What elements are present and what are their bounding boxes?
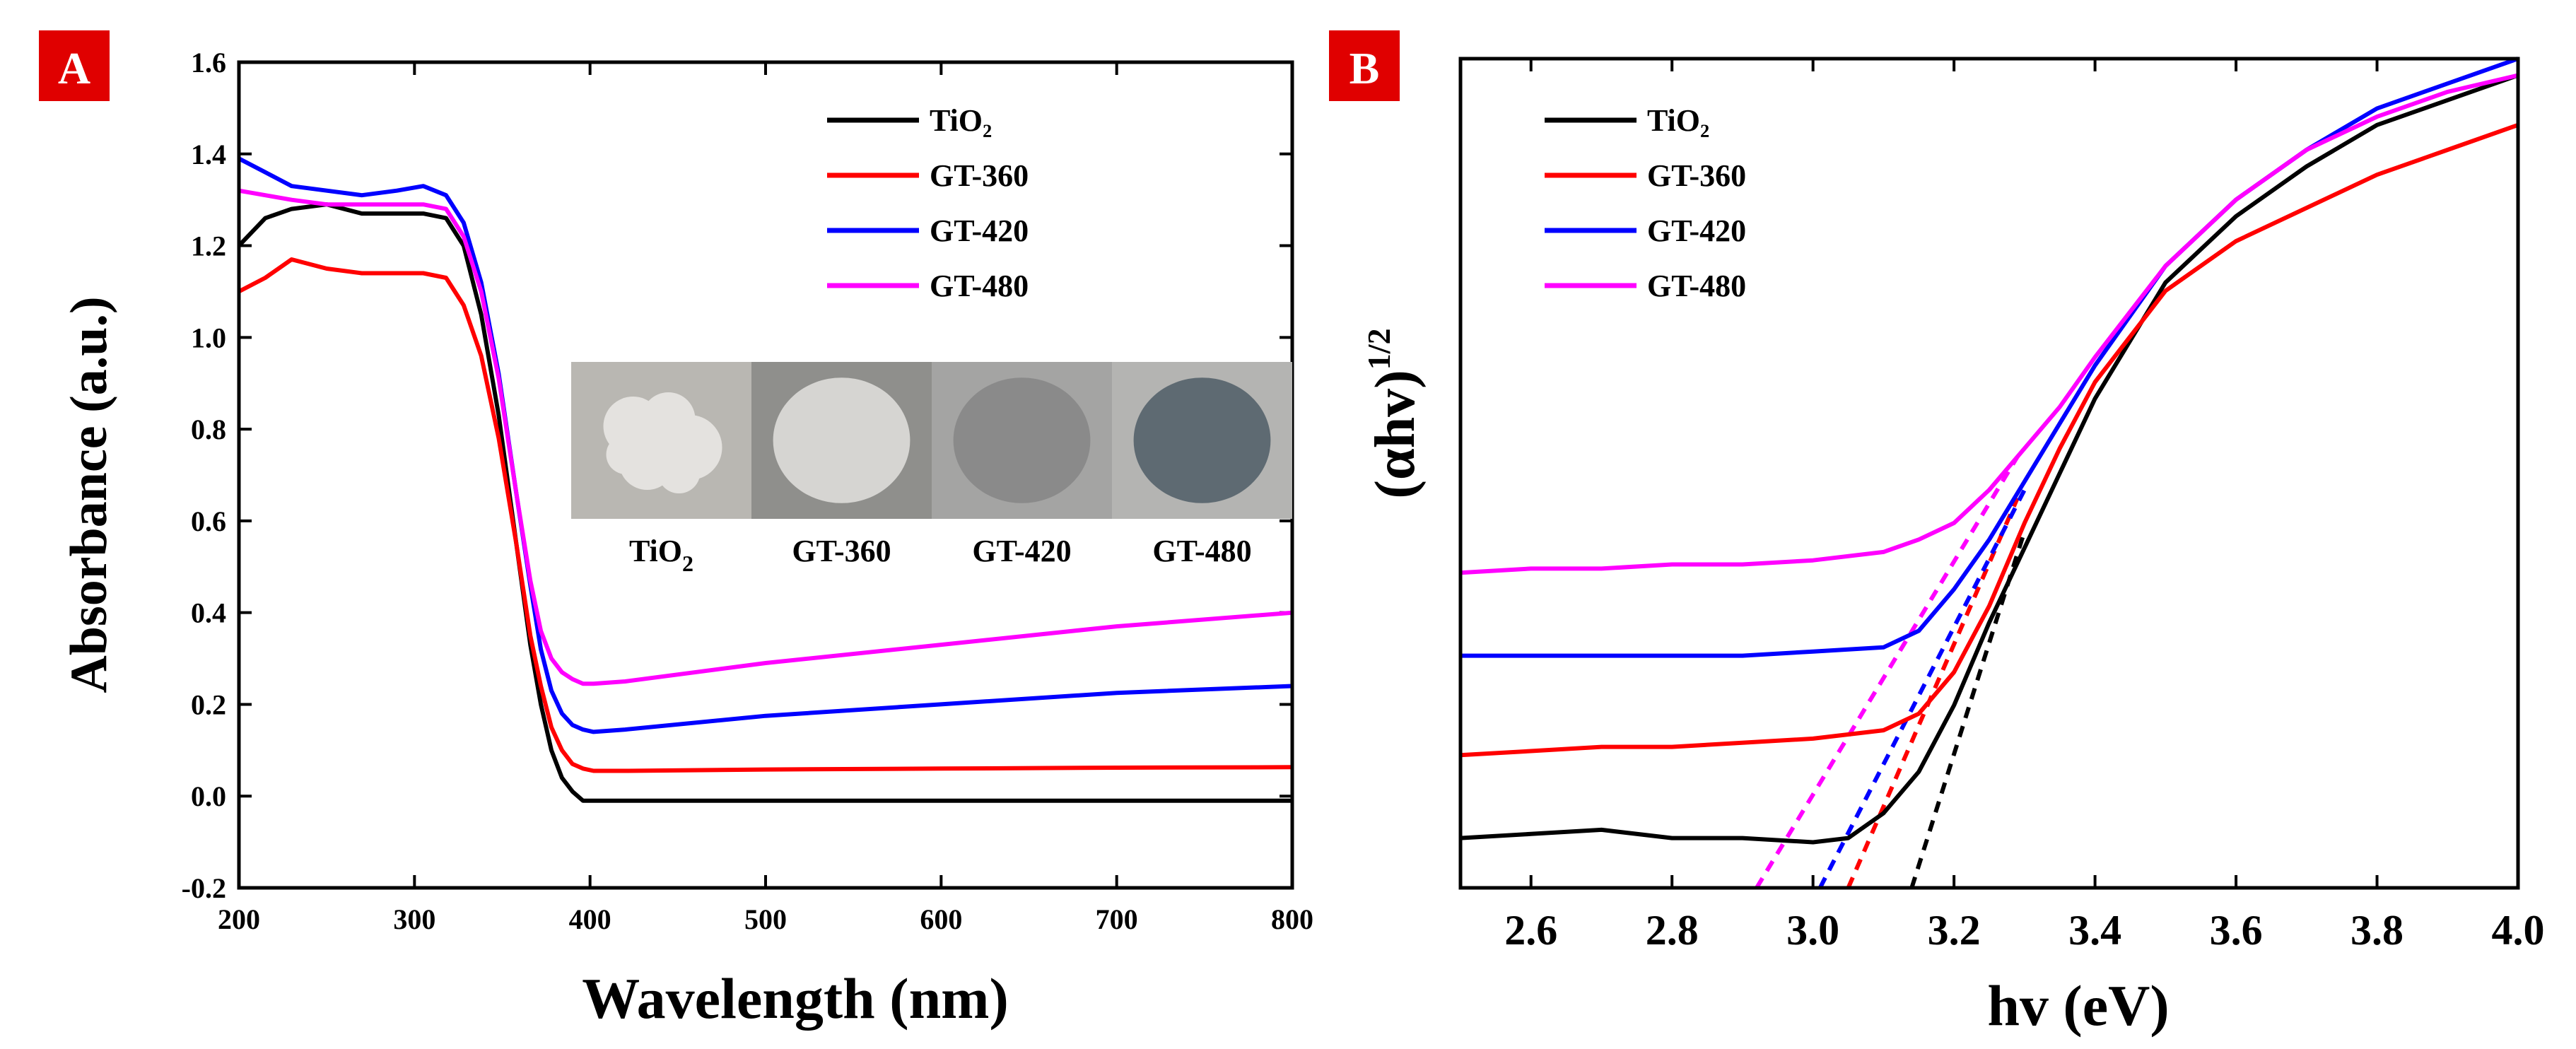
panel-b-label-box xyxy=(1329,30,1400,101)
panel-a-label-box xyxy=(39,30,110,101)
y-tick-label-a: -0.2 xyxy=(182,872,226,904)
x-tick-label-a: 200 xyxy=(218,903,260,935)
inset-sample-label: GT-360 xyxy=(792,534,891,568)
y-tick-label-a: 0.4 xyxy=(191,597,226,629)
y-tick-label-a: 1.6 xyxy=(191,47,226,78)
legend-a: TiO₂ GT-360 GT-420 GT-480 xyxy=(827,103,1029,303)
x-tick-label-b: 2.6 xyxy=(1504,907,1557,954)
legend-label-tio2: TiO₂ xyxy=(1647,103,1709,138)
y-tick-label-a: 0.6 xyxy=(191,505,226,537)
legend-label-gt-480: GT-480 xyxy=(930,269,1029,303)
y-tick-label-a: 0.0 xyxy=(191,780,226,812)
x-tick-label-a: 600 xyxy=(920,903,962,935)
inset-sample-name: TiO xyxy=(629,534,682,568)
inset-sample-name: GT-480 xyxy=(1152,534,1251,568)
legend-label-tio2: TiO₂ xyxy=(930,103,992,138)
x-tick-label-b: 2.8 xyxy=(1646,907,1699,954)
inset-sample-name: GT-420 xyxy=(972,534,1071,568)
panel-a-label: A xyxy=(58,43,90,93)
inset-sample-label: GT-420 xyxy=(972,534,1071,568)
x-tick-label-a: 800 xyxy=(1271,903,1313,935)
y-tick-label-a: 0.8 xyxy=(191,414,226,445)
powder-sample xyxy=(773,377,911,503)
powder-sample xyxy=(606,435,646,474)
x-tick-label-b: 3.6 xyxy=(2210,907,2263,954)
inset-photos: TiO2 GT-360 GT-420 GT-480 xyxy=(571,362,1292,576)
x-tick-label-b: 3.8 xyxy=(2350,907,2404,954)
tauc-fit-gt-420 xyxy=(1817,488,2027,889)
panel-a: A 200 300 400 500 600 700 800 -0.2 0.0 0.2 0.4 0.6 0… xyxy=(39,30,1313,1031)
legend-label-gt-360: GT-360 xyxy=(930,158,1029,193)
tauc-fit-gt-480 xyxy=(1755,455,2020,889)
panel-b-label: B xyxy=(1350,43,1380,93)
series-line-gt-360 xyxy=(1460,122,2519,758)
legend-label-gt-420: GT-420 xyxy=(1647,213,1746,248)
panel-b: B 2.6 2.8 3.0 3.2 3.4 3.6 3.8 4.0 TiO₂ GT-360 GT-… xyxy=(1329,30,2545,1038)
plot-area-b: 2.6 2.8 3.0 3.2 3.4 3.6 3.8 4.0 xyxy=(1458,57,2545,954)
y-tick-label-a: 1.0 xyxy=(191,322,226,353)
series-line-gt-480 xyxy=(1460,73,2519,575)
series-line-gt-480 xyxy=(238,188,1293,686)
x-tick-label-a: 400 xyxy=(569,903,611,935)
powder-sample xyxy=(1133,377,1271,503)
x-axis-title-b: hv (eV) xyxy=(1987,973,2169,1038)
legend-label-gt-420: GT-420 xyxy=(930,213,1029,248)
x-tick-label-b: 4.0 xyxy=(2492,907,2545,954)
inset-sample-subscript: 2 xyxy=(682,551,693,576)
y-axis-title-b: (αhv)1/2 xyxy=(1361,328,1427,498)
series-line-tio2 xyxy=(1460,73,2519,845)
x-axis-title-a: Wavelength (nm) xyxy=(582,966,1009,1031)
y-tick-label-a: 1.4 xyxy=(191,139,226,170)
tauc-fit-tio2 xyxy=(1909,530,2027,889)
y-tick-label-a: 0.2 xyxy=(191,688,226,720)
y-axis-title-b-group: (αhv)1/2 xyxy=(1361,328,1427,498)
x-tick-label-a: 300 xyxy=(393,903,435,935)
inset-sample-label: TiO2 xyxy=(629,534,693,576)
legend-label-gt-480: GT-480 xyxy=(1647,269,1746,303)
y-axis-title-b-sup: 1/2 xyxy=(1361,328,1397,370)
x-tick-label-a: 500 xyxy=(744,903,787,935)
y-axis-title-a: Absorbance (a.u.) xyxy=(60,296,118,693)
x-tick-label-b: 3.0 xyxy=(1786,907,1839,954)
legend-label-gt-360: GT-360 xyxy=(1647,158,1746,193)
inset-sample-name: GT-360 xyxy=(792,534,891,568)
legend-b: TiO₂ GT-360 GT-420 GT-480 xyxy=(1545,103,1746,303)
plot-frame-b xyxy=(1458,57,2520,890)
series-line-gt-360 xyxy=(238,257,1293,773)
x-tick-label-b: 3.4 xyxy=(2068,907,2121,954)
y-tick-label-a: 1.2 xyxy=(191,230,226,262)
powder-sample xyxy=(953,377,1091,503)
x-tick-label-b: 3.2 xyxy=(1928,907,1981,954)
powder-sample xyxy=(657,451,701,493)
x-tick-label-a: 700 xyxy=(1096,903,1138,935)
y-axis-title-b-main: (αhv) xyxy=(1364,370,1427,498)
inset-sample-label: GT-480 xyxy=(1152,534,1251,568)
